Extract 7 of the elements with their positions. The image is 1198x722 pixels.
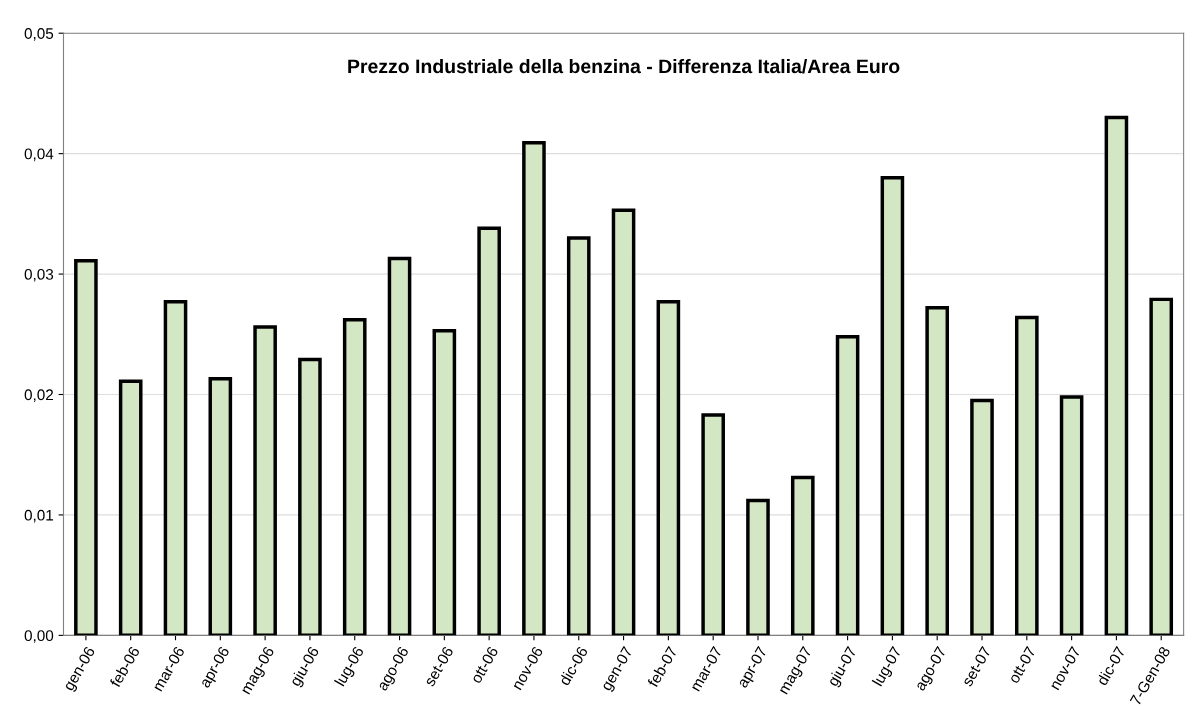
text: Prezzo Industriale della benzina - Differenza Italia/Area Euro: [348, 58, 900, 74]
y-tick-label: 0,03: [24, 268, 54, 282]
y-tick-label: 0,01: [24, 509, 54, 523]
y-tick-label: 0,00: [24, 630, 54, 643]
y-tick-label: 0,02: [24, 389, 54, 402]
y-tick-label: 0,05: [24, 28, 54, 41]
y-tick-label: 0,04: [24, 148, 54, 162]
